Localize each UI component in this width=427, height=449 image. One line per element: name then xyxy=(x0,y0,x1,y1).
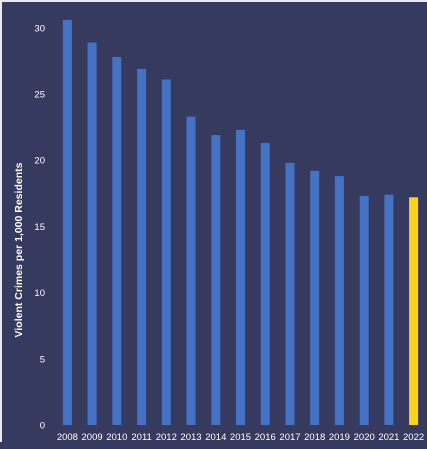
bar-2019 xyxy=(334,176,344,425)
bar-2017 xyxy=(285,162,295,425)
bar-2020 xyxy=(359,196,369,425)
bar-2016 xyxy=(260,143,270,425)
x-tick-label: 2018 xyxy=(304,432,325,443)
bar-2010 xyxy=(112,57,122,425)
y-axis-label: Violent Crimes per 1,000 Residents xyxy=(13,162,25,337)
bars xyxy=(62,19,419,426)
y-axis-ticks: 0 5 10 15 20 25 30 xyxy=(34,23,45,431)
y-tick-label: 0 xyxy=(40,421,45,432)
x-tick-label: 2008 xyxy=(57,432,78,443)
bar-2012 xyxy=(161,79,171,425)
bar-2021 xyxy=(384,194,394,425)
x-axis-ticks: 2008 2009 2010 2011 2012 2013 2014 2015 2016 2017… xyxy=(57,432,424,443)
x-tick-label: 2013 xyxy=(180,432,201,443)
bar-2009 xyxy=(87,42,97,426)
bar-2018 xyxy=(310,170,320,425)
x-tick-label: 2011 xyxy=(131,432,151,443)
x-tick-label: 2014 xyxy=(205,432,226,443)
x-tick-label: 2015 xyxy=(230,432,251,443)
bar-2014 xyxy=(211,135,221,425)
y-tick-label: 20 xyxy=(34,156,45,167)
x-tick-label: 2009 xyxy=(82,432,103,443)
bar-2013 xyxy=(186,116,196,425)
y-tick-label: 25 xyxy=(34,90,45,101)
bar-2022 xyxy=(409,197,419,425)
x-tick-label: 2017 xyxy=(279,432,300,443)
x-tick-label: 2016 xyxy=(255,432,276,443)
bar-2015 xyxy=(236,129,245,426)
x-tick-label: 2012 xyxy=(156,432,177,443)
x-tick-label: 2022 xyxy=(403,432,424,443)
y-tick-label: 10 xyxy=(34,288,45,299)
x-tick-label: 2019 xyxy=(329,432,350,443)
bar-2011 xyxy=(137,68,147,426)
y-tick-label: 30 xyxy=(34,23,45,34)
y-tick-label: 15 xyxy=(34,222,45,233)
x-tick-label: 2010 xyxy=(106,432,127,443)
bar-2008 xyxy=(62,19,72,426)
x-tick-label: 2021 xyxy=(378,432,399,443)
y-tick-label: 5 xyxy=(40,354,45,365)
bar-chart: 0 5 10 15 20 25 30 2008 2009 2010 2011 2012 2013 201… xyxy=(13,19,424,443)
x-tick-label: 2020 xyxy=(354,432,375,443)
